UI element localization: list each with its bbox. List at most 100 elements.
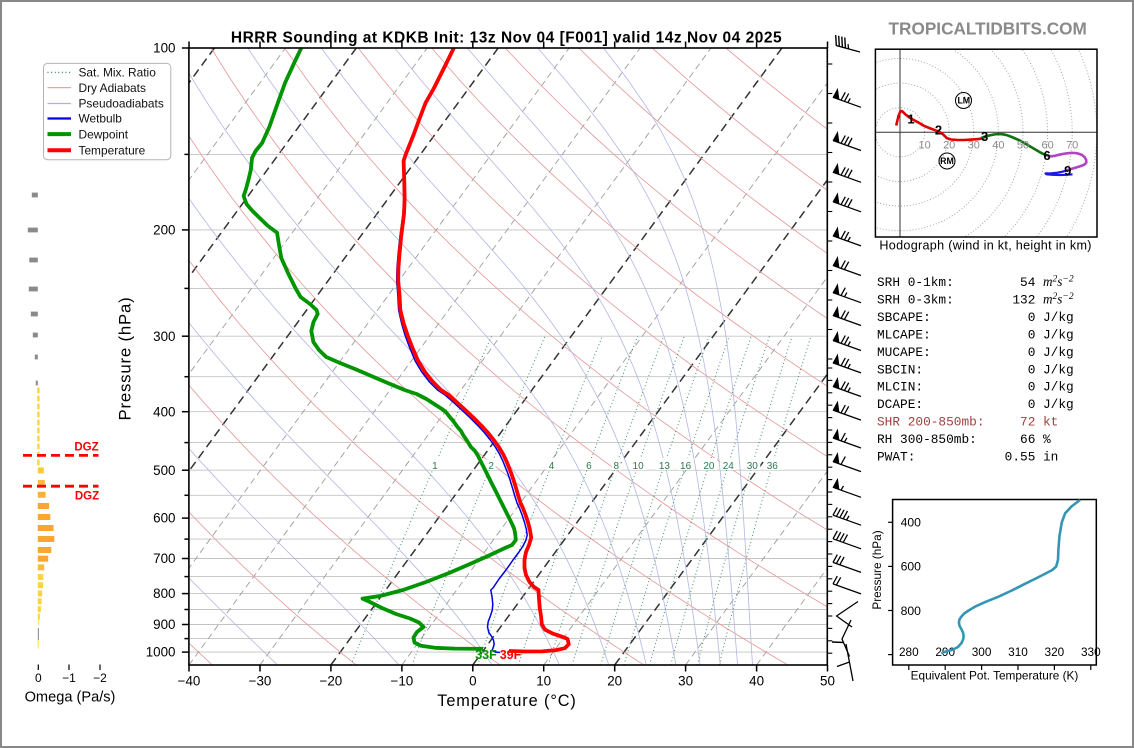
svg-text:10: 10 [633, 461, 645, 472]
svg-text:280: 280 [899, 645, 919, 659]
svg-text:0: 0 [469, 674, 476, 689]
svg-text:−10: −10 [391, 674, 414, 689]
svg-text:Equivalent Pot. Temperature (K: Equivalent Pot. Temperature (K) [911, 669, 1079, 683]
svg-text:RH 300-850mb:: RH 300-850mb: [877, 432, 977, 447]
svg-text:10: 10 [536, 674, 551, 689]
svg-text:TROPICALTIDBITS.COM: TROPICALTIDBITS.COM [889, 19, 1087, 39]
svg-text:300: 300 [153, 329, 175, 344]
svg-text:−40: −40 [178, 674, 201, 689]
svg-text:10: 10 [918, 140, 930, 152]
svg-text:0: 0 [1028, 310, 1036, 325]
svg-text:0: 0 [1028, 379, 1036, 394]
svg-text:66: 66 [1020, 432, 1035, 447]
svg-text:40: 40 [992, 140, 1004, 152]
svg-text:1000: 1000 [146, 645, 176, 660]
svg-text:DCAPE:: DCAPE: [877, 397, 923, 412]
svg-text:6: 6 [1043, 148, 1050, 163]
svg-text:J/kg: J/kg [1043, 363, 1074, 378]
svg-text:30: 30 [678, 674, 693, 689]
svg-text:Sat. Mix. Ratio: Sat. Mix. Ratio [79, 66, 157, 80]
svg-text:in: in [1043, 449, 1058, 464]
svg-text:13: 13 [659, 461, 671, 472]
svg-text:39F: 39F [500, 648, 522, 662]
svg-text:SRH 0-1km:: SRH 0-1km: [877, 275, 954, 290]
svg-text:700: 700 [153, 551, 175, 566]
svg-text:kt: kt [1043, 415, 1058, 430]
svg-text:72: 72 [1020, 415, 1035, 430]
svg-text:DGZ: DGZ [75, 491, 99, 503]
svg-text:33F: 33F [475, 648, 497, 662]
svg-text:Temperature: Temperature [79, 144, 146, 158]
svg-text:RM: RM [940, 156, 954, 166]
svg-text:2: 2 [488, 461, 494, 472]
svg-text:MLCIN:: MLCIN: [877, 379, 923, 394]
svg-text:20: 20 [607, 674, 622, 689]
svg-text:300: 300 [972, 645, 992, 659]
svg-text:16: 16 [680, 461, 692, 472]
svg-text:Wetbulb: Wetbulb [79, 112, 123, 126]
svg-text:600: 600 [901, 560, 922, 574]
svg-text:MUCAPE:: MUCAPE: [877, 345, 931, 360]
svg-text:40: 40 [749, 674, 764, 689]
svg-text:0: 0 [35, 671, 42, 685]
svg-text:60: 60 [1041, 140, 1053, 152]
svg-text:−30: −30 [249, 674, 272, 689]
svg-text:HRRR Sounding at KDKB Init: 13: HRRR Sounding at KDKB Init: 13z Nov 04 [… [231, 30, 782, 47]
svg-text:70: 70 [1066, 140, 1078, 152]
svg-text:LM: LM [957, 96, 970, 106]
svg-text:200: 200 [153, 223, 175, 238]
svg-text:320: 320 [1045, 645, 1065, 659]
svg-text:−20: −20 [320, 674, 343, 689]
svg-text:132: 132 [1012, 293, 1035, 308]
svg-text:20: 20 [703, 461, 715, 472]
svg-text:24: 24 [723, 461, 735, 472]
svg-text:Dewpoint: Dewpoint [79, 127, 129, 141]
svg-text:SBCAPE:: SBCAPE: [877, 310, 931, 325]
svg-text:30: 30 [968, 140, 980, 152]
svg-text:−1: −1 [62, 671, 76, 685]
svg-text:4: 4 [549, 461, 555, 472]
svg-text:J/kg: J/kg [1043, 397, 1074, 412]
svg-text:0: 0 [1028, 397, 1036, 412]
svg-text:800: 800 [901, 604, 922, 618]
svg-text:600: 600 [153, 511, 175, 526]
svg-text:SHR 200-850mb:: SHR 200-850mb: [877, 415, 985, 430]
svg-text:J/kg: J/kg [1043, 379, 1074, 394]
svg-text:54: 54 [1020, 275, 1036, 290]
svg-text:310: 310 [1008, 645, 1028, 659]
svg-text:9: 9 [1064, 163, 1071, 178]
svg-text:50: 50 [1017, 140, 1029, 152]
svg-text:Pressure (hPa): Pressure (hPa) [116, 296, 135, 420]
svg-text:SBCIN:: SBCIN: [877, 363, 923, 378]
svg-text:DGZ: DGZ [74, 441, 98, 453]
svg-text:900: 900 [153, 617, 175, 632]
svg-text:30: 30 [747, 461, 759, 472]
svg-text:100: 100 [153, 41, 175, 56]
svg-text:0: 0 [1028, 328, 1036, 343]
svg-text:%: % [1043, 432, 1051, 447]
svg-text:8: 8 [614, 461, 620, 472]
svg-text:0: 0 [1028, 363, 1036, 378]
svg-text:2: 2 [935, 123, 942, 138]
svg-text:330: 330 [1081, 645, 1101, 659]
svg-text:Dry Adiabats: Dry Adiabats [79, 81, 146, 95]
svg-text:6: 6 [586, 461, 592, 472]
svg-text:J/kg: J/kg [1043, 345, 1074, 360]
svg-text:Hodograph (wind in kt, height: Hodograph (wind in kt, height in km) [879, 239, 1091, 253]
svg-text:Omega (Pa/s): Omega (Pa/s) [25, 690, 116, 706]
svg-text:1: 1 [907, 112, 914, 127]
svg-text:1: 1 [432, 461, 438, 472]
svg-text:0.55: 0.55 [1005, 449, 1036, 464]
svg-text:Pressure (hPa): Pressure (hPa) [870, 530, 884, 609]
svg-text:PWAT:: PWAT: [877, 449, 915, 464]
svg-text:SRH 0-3km:: SRH 0-3km: [877, 293, 954, 308]
svg-text:Temperature (°C): Temperature (°C) [437, 692, 576, 710]
svg-text:400: 400 [901, 516, 922, 530]
svg-text:36: 36 [767, 461, 779, 472]
svg-text:3: 3 [981, 129, 988, 144]
svg-text:J/kg: J/kg [1043, 328, 1074, 343]
svg-text:J/kg: J/kg [1043, 310, 1074, 325]
svg-text:400: 400 [153, 404, 175, 419]
svg-text:MLCAPE:: MLCAPE: [877, 328, 931, 343]
svg-text:50: 50 [820, 674, 835, 689]
